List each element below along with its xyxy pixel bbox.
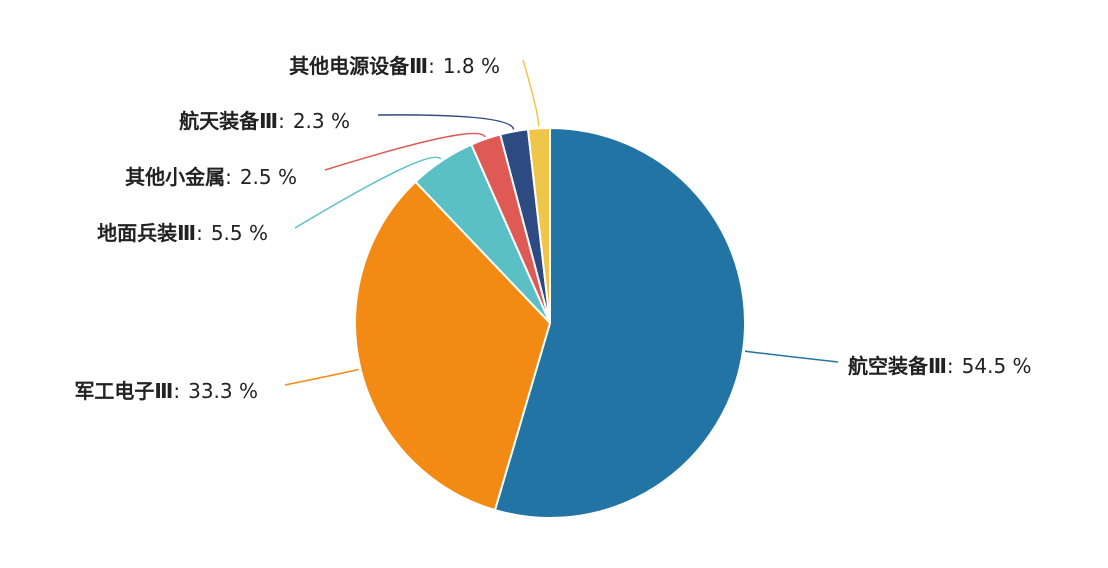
category-name: 军工电子Ⅲ bbox=[74, 379, 173, 403]
value-label: 2.5 % bbox=[240, 165, 297, 189]
leader-line bbox=[522, 59, 540, 127]
label-separator: : bbox=[428, 54, 435, 78]
slice-label: 地面兵装Ⅲ: 5.5 % bbox=[97, 221, 268, 245]
slice-label: 军工电子Ⅲ: 33.3 % bbox=[74, 379, 258, 403]
slice-label: 航空装备Ⅲ: 54.5 % bbox=[848, 354, 1032, 378]
slice-label: 其他电源设备Ⅲ: 1.8 % bbox=[289, 54, 500, 78]
leader-line bbox=[294, 156, 442, 229]
leader-line bbox=[324, 132, 486, 171]
value-label: 1.8 % bbox=[443, 54, 500, 78]
category-name: 地面兵装Ⅲ bbox=[97, 221, 196, 245]
category-name: 其他小金属 bbox=[125, 165, 225, 189]
label-separator: : bbox=[196, 221, 203, 245]
pie-slice bbox=[493, 126, 746, 519]
value-label: 54.5 % bbox=[962, 354, 1032, 378]
slice-label: 航天装备Ⅲ: 2.3 % bbox=[179, 109, 350, 133]
label-separator: : bbox=[173, 379, 180, 403]
leader-line bbox=[744, 350, 839, 363]
label-separator: : bbox=[225, 165, 232, 189]
value-label: 2.3 % bbox=[293, 109, 350, 133]
category-name: 其他电源设备Ⅲ bbox=[289, 54, 428, 78]
label-separator: : bbox=[278, 109, 285, 133]
pie-slice bbox=[354, 180, 552, 512]
value-label: 33.3 % bbox=[188, 379, 258, 403]
leader-line bbox=[377, 114, 515, 130]
leader-line bbox=[284, 368, 359, 386]
slice-label: 其他小金属: 2.5 % bbox=[125, 165, 297, 189]
category-name: 航空装备Ⅲ bbox=[848, 354, 947, 378]
pie-slice bbox=[526, 126, 551, 324]
category-name: 航天装备Ⅲ bbox=[179, 109, 278, 133]
value-label: 5.5 % bbox=[211, 221, 268, 245]
label-separator: : bbox=[947, 354, 954, 378]
